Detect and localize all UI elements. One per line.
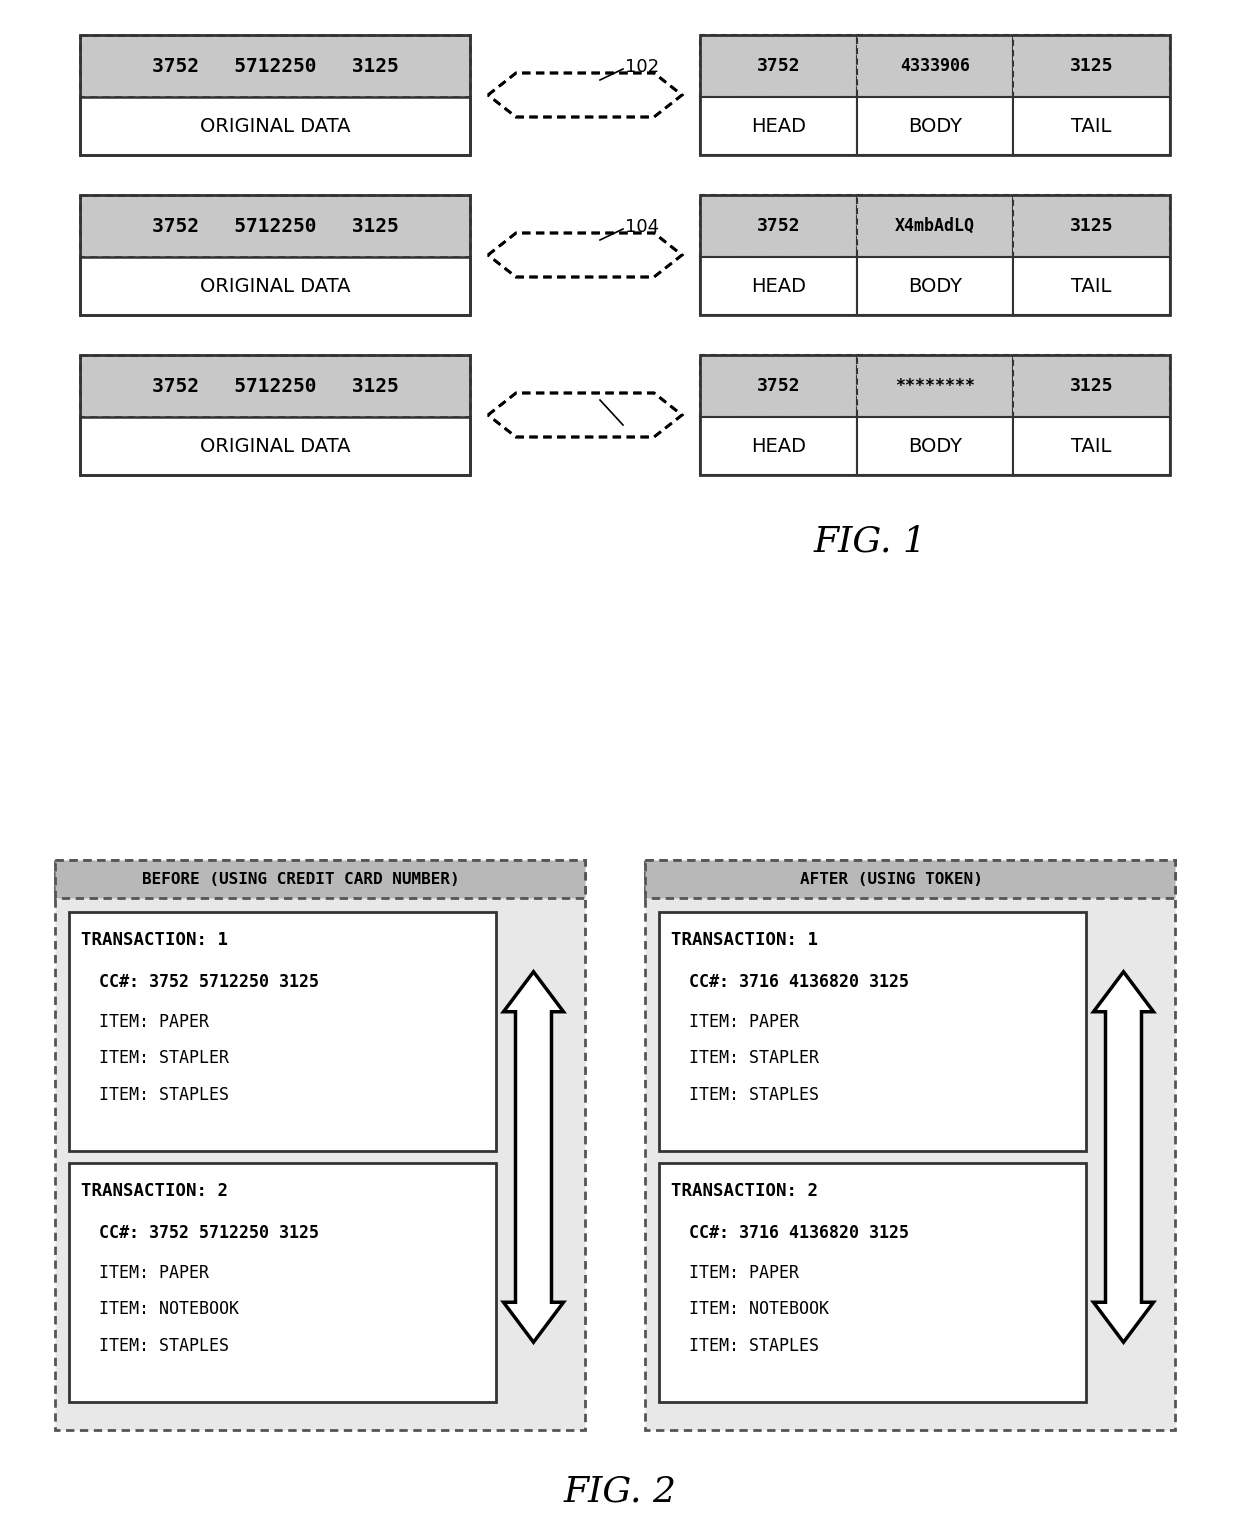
Text: TAIL: TAIL — [1071, 436, 1112, 456]
Bar — [701, 194, 857, 257]
Bar — [658, 1164, 1086, 1402]
Text: ITEM: STAPLER: ITEM: STAPLER — [99, 1050, 229, 1066]
Text: 3125: 3125 — [1070, 58, 1114, 74]
Text: CC#: 3716 4136820 3125: CC#: 3716 4136820 3125 — [689, 1224, 909, 1241]
Text: ITEM: PAPER: ITEM: PAPER — [99, 1013, 210, 1030]
Text: ITEM: PAPER: ITEM: PAPER — [689, 1264, 799, 1282]
Text: TRANSACTION: 2: TRANSACTION: 2 — [671, 1182, 818, 1200]
Bar — [1013, 194, 1171, 257]
Bar — [1013, 257, 1171, 314]
Text: CC#: 3752 5712250 3125: CC#: 3752 5712250 3125 — [99, 972, 319, 990]
Bar — [1013, 355, 1171, 418]
Bar — [81, 257, 470, 314]
Polygon shape — [503, 972, 563, 1343]
Bar — [81, 355, 470, 418]
Text: ITEM: STAPLES: ITEM: STAPLES — [689, 1337, 818, 1355]
Text: ITEM: STAPLES: ITEM: STAPLES — [99, 1337, 229, 1355]
Bar — [701, 355, 1171, 475]
Text: BODY: BODY — [908, 436, 962, 456]
Text: 3752   5712250   3125: 3752 5712250 3125 — [151, 377, 398, 395]
Bar — [701, 35, 857, 97]
Polygon shape — [489, 73, 682, 117]
Text: TRANSACTION: 2: TRANSACTION: 2 — [81, 1182, 228, 1200]
Bar — [81, 35, 470, 155]
Bar — [701, 194, 1171, 314]
Text: 3125: 3125 — [1070, 377, 1114, 395]
Polygon shape — [489, 232, 682, 276]
Bar — [857, 35, 1013, 97]
Bar — [645, 860, 1176, 898]
Bar — [55, 860, 585, 898]
Bar — [55, 860, 585, 1429]
Text: CC#: 3716 4136820 3125: CC#: 3716 4136820 3125 — [689, 972, 909, 990]
Bar — [701, 355, 857, 418]
Polygon shape — [489, 232, 682, 276]
Bar — [81, 355, 470, 475]
Text: 102: 102 — [625, 58, 660, 76]
Bar — [857, 355, 1013, 418]
Bar — [69, 911, 496, 1151]
Text: AFTER (USING TOKEN): AFTER (USING TOKEN) — [800, 872, 982, 887]
Text: ORIGINAL DATA: ORIGINAL DATA — [200, 436, 350, 456]
Text: BODY: BODY — [908, 117, 962, 135]
Text: ITEM: PAPER: ITEM: PAPER — [99, 1264, 210, 1282]
Bar — [701, 257, 857, 314]
Text: X4mbAdLQ: X4mbAdLQ — [895, 217, 975, 235]
Text: BEFORE (USING CREDIT CARD NUMBER): BEFORE (USING CREDIT CARD NUMBER) — [143, 872, 460, 887]
Text: ITEM: NOTEBOOK: ITEM: NOTEBOOK — [689, 1300, 830, 1318]
Polygon shape — [489, 73, 682, 117]
Text: HEAD: HEAD — [751, 436, 806, 456]
Bar — [1013, 97, 1171, 155]
Text: ITEM: NOTEBOOK: ITEM: NOTEBOOK — [99, 1300, 239, 1318]
Text: TRANSACTION: 1: TRANSACTION: 1 — [671, 931, 818, 949]
Text: ORIGINAL DATA: ORIGINAL DATA — [200, 117, 350, 135]
Text: TRANSACTION: 1: TRANSACTION: 1 — [81, 931, 228, 949]
Text: 104: 104 — [625, 219, 660, 235]
Text: TAIL: TAIL — [1071, 276, 1112, 296]
Text: CC#: 3752 5712250 3125: CC#: 3752 5712250 3125 — [99, 1224, 319, 1241]
Bar — [1013, 418, 1171, 475]
Polygon shape — [1094, 972, 1153, 1343]
Polygon shape — [489, 393, 682, 437]
Bar — [69, 1164, 496, 1402]
Bar — [1013, 35, 1171, 97]
Text: ITEM: STAPLES: ITEM: STAPLES — [689, 1086, 818, 1104]
Text: ORIGINAL DATA: ORIGINAL DATA — [200, 276, 350, 296]
Text: 3752   5712250   3125: 3752 5712250 3125 — [151, 217, 398, 235]
Text: 4333906: 4333906 — [900, 58, 970, 74]
Bar — [701, 418, 857, 475]
Text: ********: ******** — [895, 377, 975, 395]
Bar — [645, 860, 1176, 1429]
Text: TAIL: TAIL — [1071, 117, 1112, 135]
Bar — [81, 418, 470, 475]
Text: 3752   5712250   3125: 3752 5712250 3125 — [151, 56, 398, 76]
Text: ITEM: STAPLES: ITEM: STAPLES — [99, 1086, 229, 1104]
Text: BODY: BODY — [908, 276, 962, 296]
Text: FIG. 1: FIG. 1 — [813, 526, 926, 559]
Bar — [857, 97, 1013, 155]
Bar — [857, 194, 1013, 257]
Text: ITEM: STAPLER: ITEM: STAPLER — [689, 1050, 818, 1066]
Bar — [81, 35, 470, 97]
Text: 106: 106 — [625, 415, 658, 431]
Bar — [81, 97, 470, 155]
Bar — [857, 257, 1013, 314]
Text: 3752: 3752 — [756, 377, 800, 395]
Text: ITEM: PAPER: ITEM: PAPER — [689, 1013, 799, 1030]
Bar — [81, 194, 470, 257]
Text: 3125: 3125 — [1070, 217, 1114, 235]
Text: FIG. 2: FIG. 2 — [563, 1475, 677, 1508]
Bar — [857, 418, 1013, 475]
Bar — [81, 194, 470, 314]
Bar — [658, 911, 1086, 1151]
Bar — [701, 97, 857, 155]
Text: HEAD: HEAD — [751, 117, 806, 135]
Bar — [701, 35, 1171, 155]
Text: 3752: 3752 — [756, 58, 800, 74]
Polygon shape — [489, 393, 682, 437]
Text: 3752: 3752 — [756, 217, 800, 235]
Text: HEAD: HEAD — [751, 276, 806, 296]
